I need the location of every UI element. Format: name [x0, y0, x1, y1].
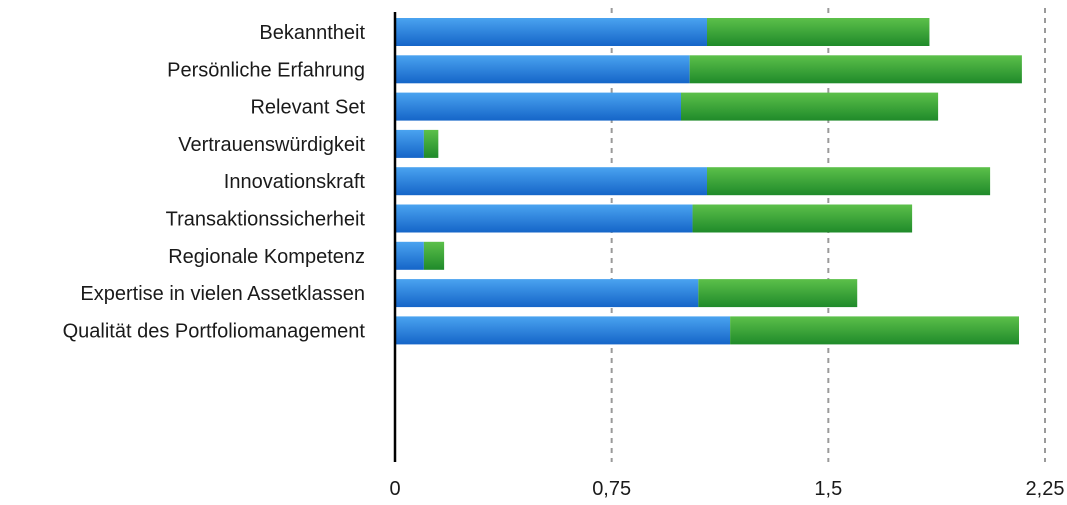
- category-label: Persönliche Erfahrung: [167, 59, 365, 81]
- bar-segment-2: [681, 92, 939, 121]
- category-label: Innovationskraft: [224, 171, 366, 193]
- category-label: Qualität des Portfoliomanagement: [63, 320, 366, 342]
- category-label: Relevant Set: [250, 97, 365, 119]
- category-label: Transaktionssicherheit: [166, 209, 366, 231]
- bar-segment-1: [395, 204, 693, 233]
- bar-segment-1: [395, 18, 707, 46]
- bar-segment-2: [707, 18, 930, 46]
- category-labels: Bekanntheit Persönliche Erfahrung Relevan…: [63, 22, 366, 342]
- x-tick-label: 1,5: [814, 478, 842, 500]
- bar-segment-2: [689, 55, 1022, 84]
- category-label: Regionale Kompetenz: [168, 246, 365, 268]
- x-tick-label: 0,75: [592, 478, 631, 500]
- bar-segment-1: [395, 279, 699, 308]
- bar-segment-2: [423, 129, 439, 158]
- bar-segment-2: [692, 204, 913, 233]
- tick-labels: 0 0,75 1,5 2,25: [389, 478, 1064, 500]
- category-label: Expertise in vielen Assetklassen: [80, 283, 365, 305]
- bar-segment-1: [395, 241, 424, 270]
- bar-segment-1: [395, 316, 731, 345]
- bar-segment-1: [395, 129, 424, 158]
- x-tick-label: 2,25: [1026, 478, 1065, 500]
- bar-segment-1: [395, 167, 707, 196]
- bar-segment-2: [730, 316, 1019, 345]
- x-tick-label: 0: [389, 478, 400, 500]
- bars: [395, 18, 1022, 345]
- category-label: Bekanntheit: [259, 22, 365, 44]
- bar-segment-1: [395, 55, 690, 84]
- bar-segment-2: [707, 167, 991, 196]
- bar-segment-1: [395, 92, 681, 121]
- bar-segment-2: [423, 241, 445, 270]
- bar-segment-2: [698, 279, 858, 308]
- category-label: Vertrauenswürdigkeit: [178, 134, 365, 156]
